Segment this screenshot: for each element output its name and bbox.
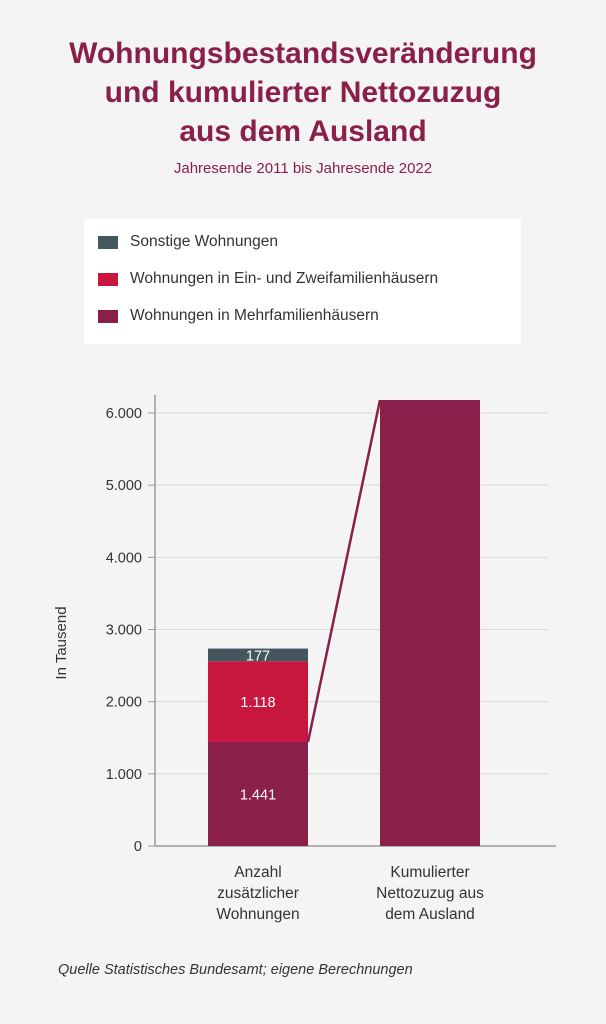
x-category-label-1-line-2: zusätzlicher bbox=[217, 885, 299, 902]
y-tick-label-1000: 1.000 bbox=[106, 767, 142, 783]
legend-label-mehrfamilien: Wohnungen in Mehrfamilienhäusern bbox=[130, 307, 379, 324]
bar-1-segment-2 bbox=[208, 661, 308, 743]
legend-item-sonstige: Sonstige Wohnungen bbox=[98, 232, 278, 252]
title-line-3: aus dem Ausland bbox=[179, 115, 427, 148]
legend-item-mehrfamilien: Wohnungen in Mehrfamilienhäusern bbox=[98, 306, 379, 326]
x-category-label-2-line-2: Nettozuzug aus bbox=[376, 885, 484, 902]
x-category-label-2-line-1: Kumulierter bbox=[390, 864, 469, 881]
x-category-label-1-line-3: Wohnungen bbox=[216, 906, 299, 923]
title-line-2: und kumulierter Nettozuzug bbox=[104, 76, 502, 109]
y-tick-label-5000: 5.000 bbox=[106, 478, 142, 494]
y-tick-label-4000: 4.000 bbox=[106, 550, 142, 566]
y-axis-label: In Tausend bbox=[53, 606, 70, 679]
legend-label-ein-zweifamilien: Wohnungen in Ein- und Zweifamilienhäuser… bbox=[130, 270, 439, 287]
legend-swatch-mehrfamilien bbox=[98, 309, 118, 323]
legend-item-ein-zweifamilien: Wohnungen in Ein- und Zweifamilienhäuser… bbox=[98, 269, 438, 289]
bar-1-segment-3-label: 177 bbox=[246, 648, 270, 664]
source-note: Quelle Statistisches Bundesamt; eigene B… bbox=[58, 962, 413, 978]
x-category-label-1-line-1: Anzahl bbox=[234, 864, 281, 881]
x-category-label-2-line-3: dem Ausland bbox=[385, 906, 475, 923]
bar-1-segment-3 bbox=[208, 648, 308, 662]
bar-1-segment-1-label: 1.441 bbox=[240, 788, 276, 804]
legend-label-sonstige: Sonstige Wohnungen bbox=[130, 233, 278, 250]
y-tick-label-0: 0 bbox=[134, 839, 142, 855]
chart-title: Wohnungsbestandsveränderung und kumulier… bbox=[0, 34, 606, 151]
title-line-1: Wohnungsbestandsveränderung bbox=[69, 37, 537, 70]
legend-swatch-ein-zweifamilien bbox=[98, 272, 118, 286]
bar-2-segment-1 bbox=[380, 400, 480, 846]
bar-1-segment-2-label: 1.118 bbox=[240, 695, 275, 711]
legend: Sonstige Wohnungen Wohnungen in Ein- und… bbox=[84, 219, 521, 344]
y-tick-label-2000: 2.000 bbox=[106, 695, 142, 711]
y-tick-label-6000: 6.000 bbox=[106, 406, 142, 422]
connector-line bbox=[306, 399, 382, 743]
legend-swatch-sonstige bbox=[98, 235, 118, 249]
y-tick-label-3000: 3.000 bbox=[106, 623, 142, 639]
chart-subtitle: Jahresende 2011 bis Jahresende 2022 bbox=[173, 160, 433, 177]
bar-1-segment-1 bbox=[208, 742, 308, 846]
